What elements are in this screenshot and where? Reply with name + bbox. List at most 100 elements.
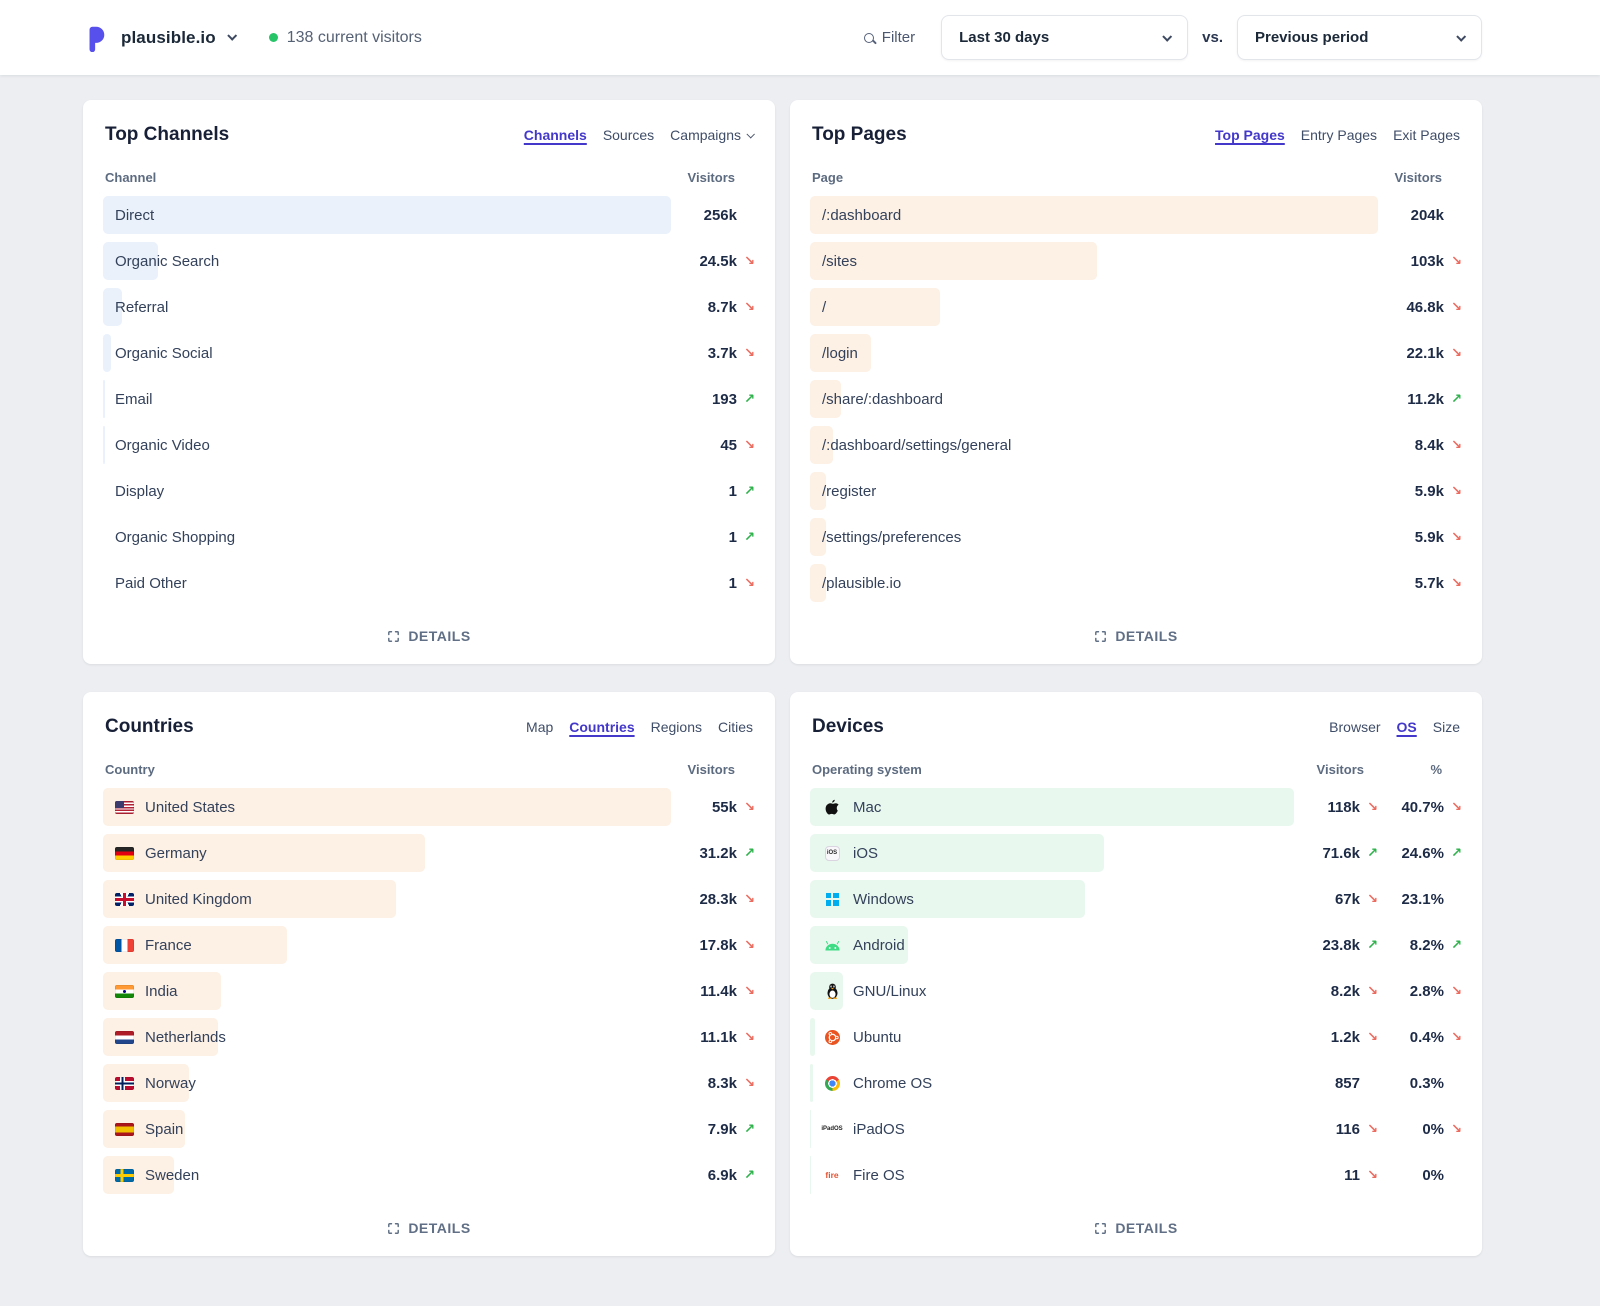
chevron-down-icon	[1162, 31, 1173, 42]
current-visitors[interactable]: 138 current visitors	[268, 29, 422, 47]
table-row[interactable]: Organic Shopping 1 ↗	[103, 514, 755, 560]
table-row[interactable]: Display 1 ↗	[103, 468, 755, 514]
site-name[interactable]: plausible.io	[121, 27, 216, 47]
table-row[interactable]: Referral 8.7k ↘	[103, 284, 755, 330]
table-row[interactable]: Organic Video 45 ↘	[103, 422, 755, 468]
trend-arrow-icon: ↘	[744, 345, 755, 360]
comparison-select[interactable]: Previous period	[1237, 15, 1482, 60]
table-row[interactable]: Mac 118k ↘ 40.7% ↘	[810, 784, 1462, 830]
table-row[interactable]: Norway 8.3k ↘	[103, 1060, 755, 1106]
tab-sources[interactable]: Sources	[602, 127, 655, 143]
trend-arrow-icon: ↘	[1451, 345, 1462, 360]
table-row[interactable]: Chrome OS 857 0.3%	[810, 1060, 1462, 1106]
value-bar	[810, 380, 842, 418]
value-bar	[103, 426, 105, 464]
details-button[interactable]: DETAILS	[1084, 1208, 1187, 1246]
value-bar	[810, 426, 834, 464]
tab-regions[interactable]: Regions	[650, 719, 702, 735]
visitors-value: 31.2k	[699, 844, 737, 862]
table-row[interactable]: /settings/preferences 5.9k ↘	[810, 514, 1462, 560]
table-row[interactable]: Netherlands 11.1k ↘	[103, 1014, 755, 1060]
dashboard-grid: Top Channels Channels Sources Campaigns …	[83, 100, 1482, 1256]
value-bar	[810, 972, 844, 1010]
trend-arrow-icon: ↘	[1451, 1029, 1462, 1044]
details-button[interactable]: DETAILS	[1084, 616, 1187, 654]
page-title: Top Pages	[812, 124, 907, 145]
value-bar	[103, 242, 158, 280]
top-bar: plausible.io 138 current visitors Filter…	[0, 0, 1600, 75]
chevron-down-icon	[1456, 31, 1467, 42]
date-range-select[interactable]: Last 30 days	[941, 15, 1189, 60]
table-row[interactable]: iOS iOS 71.6k ↗ 24.6% ↗	[810, 830, 1462, 876]
table-row[interactable]: Sweden 6.9k ↗	[103, 1152, 755, 1198]
flag-norway-icon	[115, 1076, 134, 1090]
channels-table: Direct 256k Organic Search 24.5k ↘ Referral…	[103, 192, 755, 606]
chevron-down-icon[interactable]	[226, 30, 237, 41]
tab-campaigns[interactable]: Campaigns	[670, 127, 755, 143]
fire-os-icon: fire	[825, 1170, 839, 1180]
table-row[interactable]: United Kingdom 28.3k ↘	[103, 876, 755, 922]
table-row[interactable]: /:dashboard/settings/general 8.4k ↘	[810, 422, 1462, 468]
os-label: GNU/Linux	[853, 982, 927, 1000]
trend-arrow-icon: ↗	[1367, 937, 1378, 952]
table-row[interactable]: Windows 67k ↘ 23.1%	[810, 876, 1462, 922]
channel-label: Organic Shopping	[115, 528, 236, 546]
tab-cities[interactable]: Cities	[717, 719, 753, 735]
tab-entry-pages[interactable]: Entry Pages	[1300, 127, 1378, 143]
country-label: United States	[145, 798, 236, 816]
devices-table: Mac 118k ↘ 40.7% ↘ iOS iOS 71.6k ↗ 24.6% ↗ Wi…	[810, 784, 1462, 1198]
visitors-value: 5.7k	[1414, 574, 1444, 592]
percent-value: 2.8%	[1409, 982, 1444, 1000]
tab-channels[interactable]: Channels	[523, 127, 587, 143]
table-row[interactable]: India 11.4k ↘	[103, 968, 755, 1014]
table-row[interactable]: Paid Other 1 ↘	[103, 560, 755, 606]
filter-button[interactable]: Filter	[863, 29, 915, 46]
table-row[interactable]: Android 23.8k ↗ 8.2% ↗	[810, 922, 1462, 968]
table-row[interactable]: /login 22.1k ↘	[810, 330, 1462, 376]
table-row[interactable]: GNU/Linux 8.2k ↘ 2.8% ↘	[810, 968, 1462, 1014]
table-row[interactable]: /:dashboard 204k	[810, 192, 1462, 238]
windows-icon	[822, 890, 842, 908]
table-row[interactable]: /share/:dashboard 11.2k ↗	[810, 376, 1462, 422]
tab-countries[interactable]: Countries	[569, 719, 635, 735]
value-bar	[810, 288, 941, 326]
column-headers: Page Visitors	[810, 170, 1462, 185]
visitors-value: 11.2k	[1407, 390, 1444, 408]
table-row[interactable]: / 46.8k ↘	[810, 284, 1462, 330]
tab-map[interactable]: Map	[526, 719, 554, 735]
column-country: Country	[105, 762, 155, 777]
table-row[interactable]: United States 55k ↘	[103, 784, 755, 830]
table-row[interactable]: fire Fire OS 11 ↘ 0%	[810, 1152, 1462, 1198]
table-row[interactable]: Organic Social 3.7k ↘	[103, 330, 755, 376]
tab-os[interactable]: OS	[1396, 719, 1417, 735]
trend-arrow-icon: ↗	[1451, 391, 1462, 406]
table-row[interactable]: Germany 31.2k ↗	[103, 830, 755, 876]
comparison-value: Previous period	[1255, 29, 1369, 46]
os-label: Fire OS	[853, 1166, 905, 1184]
table-row[interactable]: France 17.8k ↘	[103, 922, 755, 968]
details-button[interactable]: DETAILS	[377, 616, 480, 654]
tab-top-pages[interactable]: Top Pages	[1215, 127, 1285, 143]
table-row[interactable]: /register 5.9k ↘	[810, 468, 1462, 514]
value-bar	[103, 834, 426, 872]
table-row[interactable]: /sites 103k ↘	[810, 238, 1462, 284]
pages-table: /:dashboard 204k /sites 103k ↘ / 46.8k ↘ /log…	[810, 192, 1462, 606]
table-row[interactable]: Spain 7.9k ↗	[103, 1106, 755, 1152]
country-label: Germany	[145, 844, 207, 862]
trend-arrow-icon: ↘	[1451, 437, 1462, 452]
os-label: iPadOS	[853, 1120, 905, 1138]
table-row[interactable]: /plausible.io 5.7k ↘	[810, 560, 1462, 606]
table-row[interactable]: Ubuntu 1.2k ↘ 0.4% ↘	[810, 1014, 1462, 1060]
table-row[interactable]: Direct 256k	[103, 192, 755, 238]
table-row[interactable]: iPadOS iPadOS 116 ↘ 0% ↘	[810, 1106, 1462, 1152]
tab-browser[interactable]: Browser	[1329, 719, 1381, 735]
details-button[interactable]: DETAILS	[377, 1208, 480, 1246]
flag-sweden-icon	[115, 1168, 134, 1182]
tab-exit-pages[interactable]: Exit Pages	[1393, 127, 1460, 143]
ios-icon: iOS	[822, 844, 842, 862]
table-row[interactable]: Email 193 ↗	[103, 376, 755, 422]
tab-size[interactable]: Size	[1432, 719, 1460, 735]
table-row[interactable]: Organic Search 24.5k ↘	[103, 238, 755, 284]
channels-tabs: Channels Sources Campaigns	[523, 127, 755, 143]
country-label: Netherlands	[145, 1028, 226, 1046]
